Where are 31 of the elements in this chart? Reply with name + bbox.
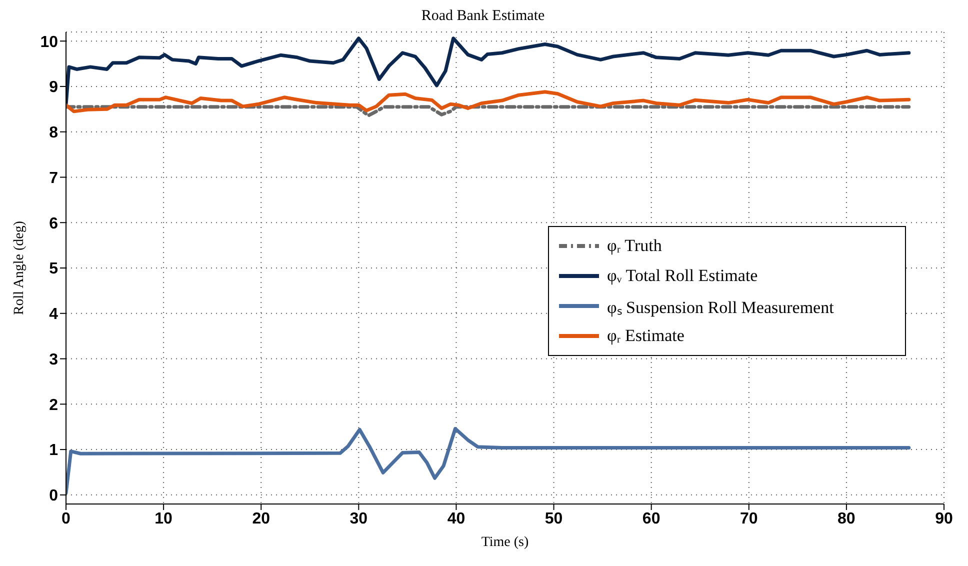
y-axis-title: Roll Angle (deg) [12, 220, 27, 316]
x-tick-label: 20 [252, 510, 270, 528]
x-tick-label: 0 [62, 510, 71, 528]
x-tick-label: 60 [642, 510, 660, 528]
x-tick-label: 50 [544, 510, 563, 528]
chart-title: Road Bank Estimate [420, 8, 546, 26]
y-tick-label: 10 [40, 34, 58, 51]
y-tick-label: 0 [49, 488, 58, 505]
x-tick-label: 70 [740, 510, 758, 528]
y-tick-label: 3 [49, 351, 58, 368]
y-tick-label: 7 [49, 170, 58, 187]
y-tick-label: 5 [49, 260, 58, 278]
legend-label: φᵣ Truth [607, 236, 662, 256]
y-tick-label: 2 [49, 396, 58, 414]
x-tick-label: 30 [350, 510, 368, 528]
line-series [66, 36, 911, 106]
y-tick-label: 4 [49, 306, 58, 324]
legend-label: φᵣ Estimate [607, 326, 684, 346]
x-tick-label: 80 [838, 510, 856, 528]
line-series [66, 426, 911, 495]
x-tick-label: 90 [935, 510, 953, 528]
x-tick-label: 40 [447, 510, 466, 528]
legend-label: φᵥ Total Roll Estimate [607, 266, 758, 286]
legend-label: φₛ Suspension Roll Measurement [607, 296, 834, 318]
x-tick-label: 10 [154, 510, 173, 528]
x-axis-title: Time (s) [481, 535, 529, 550]
y-tick-label: 6 [49, 215, 58, 232]
y-tick-label: 8 [49, 124, 58, 142]
y-tick-label: 1 [49, 442, 58, 460]
y-tick-label: 9 [49, 79, 58, 96]
line-series [66, 90, 911, 114]
